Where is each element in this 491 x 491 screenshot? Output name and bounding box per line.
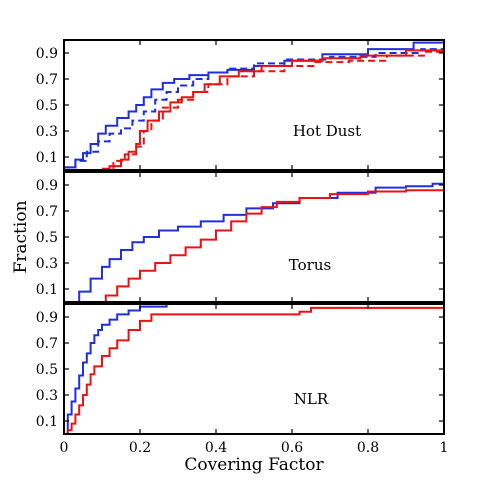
panel-hot-dust: 0.1 0.3 0.5 0.7 0.9 Hot Dust xyxy=(36,39,445,171)
y-tick-label: 0.1 xyxy=(36,150,58,166)
y-tick-label: 0.9 xyxy=(36,46,58,62)
series-line-red-solid xyxy=(94,188,445,303)
series-line-red-solid xyxy=(98,46,445,171)
panel-label: Hot Dust xyxy=(293,122,361,140)
x-tick-label: 0.4 xyxy=(205,440,227,456)
panel-frame xyxy=(63,303,445,435)
series-line-red-dashed xyxy=(102,49,445,170)
x-tick-label: 0.6 xyxy=(281,440,303,456)
x-axis-title: Covering Factor xyxy=(184,455,324,475)
panels: 0.1 0.3 0.5 0.7 0.9 Hot Dust 0.1 0.3 0.5 0.7 0.9 To… xyxy=(36,39,445,435)
series-line-red-solid xyxy=(64,306,444,435)
y-tick-label: 0.5 xyxy=(36,98,58,114)
panel-nlr: 0.1 0.3 0.5 0.7 0.9 NLR xyxy=(36,303,445,435)
x-tick-label: 0 xyxy=(60,440,69,456)
panel-frame xyxy=(63,39,445,171)
y-tick-label: 0.9 xyxy=(36,178,58,194)
series-line-blue-solid xyxy=(64,41,445,169)
y-tick-label: 0.3 xyxy=(36,388,58,404)
x-tick-label: 0.2 xyxy=(129,440,151,456)
panel-label: NLR xyxy=(294,390,329,408)
y-tick-label: 0.7 xyxy=(36,336,58,352)
y-tick-label: 0.1 xyxy=(36,414,58,430)
series-line-blue-solid xyxy=(64,182,444,303)
series-line-blue-dashed xyxy=(64,47,445,169)
y-tick-label: 0.5 xyxy=(36,230,58,246)
panel-torus: 0.1 0.3 0.5 0.7 0.9 Torus xyxy=(36,171,445,303)
y-tick-label: 0.5 xyxy=(36,362,58,378)
y-tick-label: 0.7 xyxy=(36,72,58,88)
y-tick-label: 0.3 xyxy=(36,124,58,140)
series-line-blue-solid xyxy=(64,304,168,435)
x-tick-label: 1 xyxy=(440,440,449,456)
x-tick-labels: 0 0.2 0.4 0.6 0.8 1 xyxy=(60,440,449,456)
y-tick-label: 0.1 xyxy=(36,282,58,298)
y-tick-label: 0.7 xyxy=(36,204,58,220)
x-tick-label: 0.8 xyxy=(357,440,379,456)
y-tick-label: 0.9 xyxy=(36,310,58,326)
panel-label: Torus xyxy=(289,256,331,274)
y-tick-label: 0.3 xyxy=(36,256,58,272)
y-axis-title: Fraction xyxy=(11,200,31,273)
